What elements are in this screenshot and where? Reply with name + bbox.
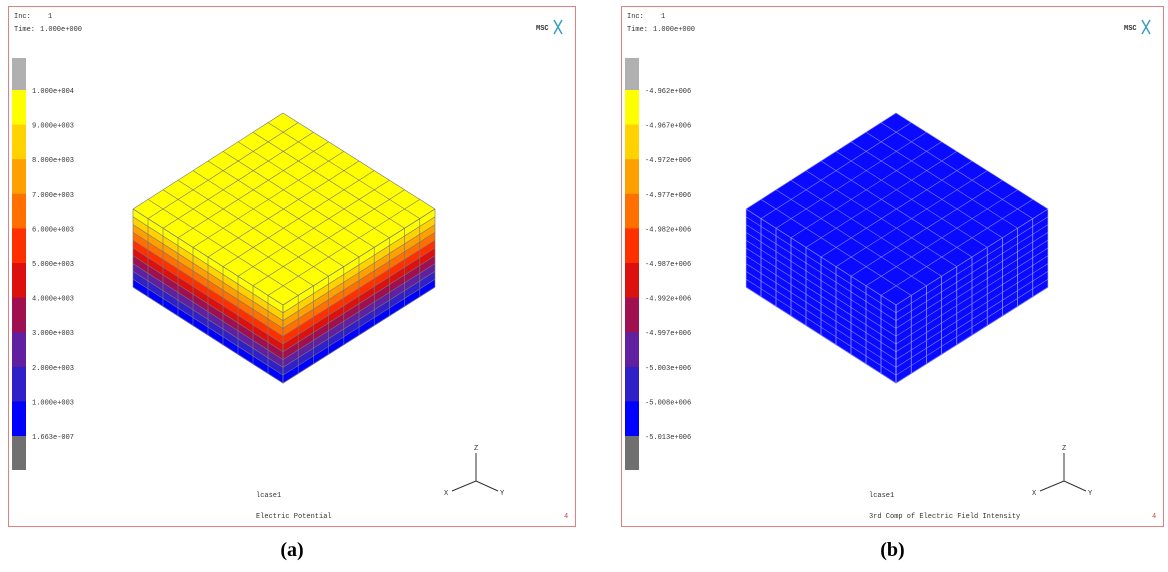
logo: MSC [1124,25,1137,33]
legend-swatch [12,159,26,194]
time-label: Time: [627,26,648,34]
result-title: Electric Potential [256,513,332,521]
axis-label: Z [1062,445,1066,453]
logo: MSC [536,25,549,33]
page: Inc: 1 Time: 1.000e+000 MSC 1.000e+004 9.000e+… [0,0,1168,572]
legend-label: 3.000e+003 [32,330,74,338]
axis-label: Z [474,445,478,453]
caption: (b) [880,539,904,561]
legend-swatch [625,332,639,367]
loadcase: lcase1 [869,492,894,500]
legend-swatch [625,159,639,194]
legend-swatch [12,194,26,229]
legend-label: 1.000e+003 [32,399,74,407]
inc-label: Inc: [627,13,644,21]
legend-swatch [625,228,639,263]
legend-swatch [625,401,639,436]
legend-label: 2.000e+003 [32,365,74,373]
panel: Inc: 1 Time: 1.000e+000 MSC 1.000e+004 9.000e+… [9,7,576,527]
legend-swatch [625,194,639,229]
legend-label: -4.967e+006 [645,123,691,131]
legend-label: -4.987e+006 [645,261,691,269]
legend-label: 5.000e+003 [32,261,74,269]
inc-label: Inc: [14,13,31,21]
legend-label: 1.663e-007 [32,434,74,442]
legend-swatch [12,298,26,333]
loadcase: lcase1 [256,492,281,500]
legend-swatch [625,263,639,298]
legend-swatch [12,401,26,436]
legend-label: -4.997e+006 [645,330,691,338]
legend-label: -5.008e+006 [645,399,691,407]
time-value: 1.000e+000 [653,26,695,34]
result-title: 3rd Comp of Electric Field Intensity [869,513,1020,521]
legend-label: 4.000e+003 [32,296,74,304]
legend-swatch [12,367,26,402]
legend-label: -4.977e+006 [645,192,691,200]
legend-swatch [12,125,26,160]
legend-cap [12,58,26,90]
legend-label: -4.982e+006 [645,226,691,234]
legend-label: -5.013e+006 [645,434,691,442]
legend-label: -4.972e+006 [645,157,691,165]
time-label: Time: [14,26,35,34]
legend-swatch [12,263,26,298]
legend-label: -4.992e+006 [645,296,691,304]
legend-cap [625,436,639,470]
legend-swatch [12,228,26,263]
time-value: 1.000e+000 [40,26,82,34]
page-number: 4 [564,513,568,521]
inc-value: 1 [661,13,665,21]
legend-label: 9.000e+003 [32,123,74,131]
panel: Inc: 1 Time: 1.000e+000 MSC -4.962e+006 -4.967… [622,7,1164,527]
legend-swatch [625,125,639,160]
legend-swatch [12,332,26,367]
legend-label: 1.000e+004 [32,88,74,96]
caption: (a) [280,539,303,561]
legend-label: 7.000e+003 [32,192,74,200]
legend-swatch [625,90,639,125]
legend-swatch [12,90,26,125]
page-number: 4 [1152,513,1156,521]
legend-label: -5.003e+006 [645,365,691,373]
legend-swatch [625,298,639,333]
legend-label: 8.000e+003 [32,157,74,165]
legend-label: -4.962e+006 [645,88,691,96]
figure: Inc: 1 Time: 1.000e+000 MSC 1.000e+004 9.000e+… [0,0,1168,572]
legend-swatch [625,367,639,402]
legend-label: 6.000e+003 [32,226,74,234]
legend-cap [12,436,26,470]
inc-value: 1 [48,13,52,21]
legend-cap [625,58,639,90]
